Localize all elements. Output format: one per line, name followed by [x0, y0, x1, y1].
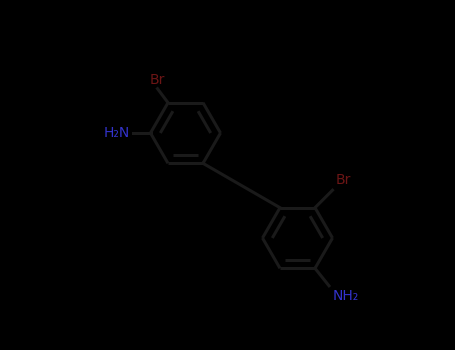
Text: Br: Br [336, 173, 351, 187]
Text: H₂N: H₂N [103, 126, 130, 140]
Text: Br: Br [150, 73, 165, 87]
Text: NH₂: NH₂ [333, 289, 359, 303]
